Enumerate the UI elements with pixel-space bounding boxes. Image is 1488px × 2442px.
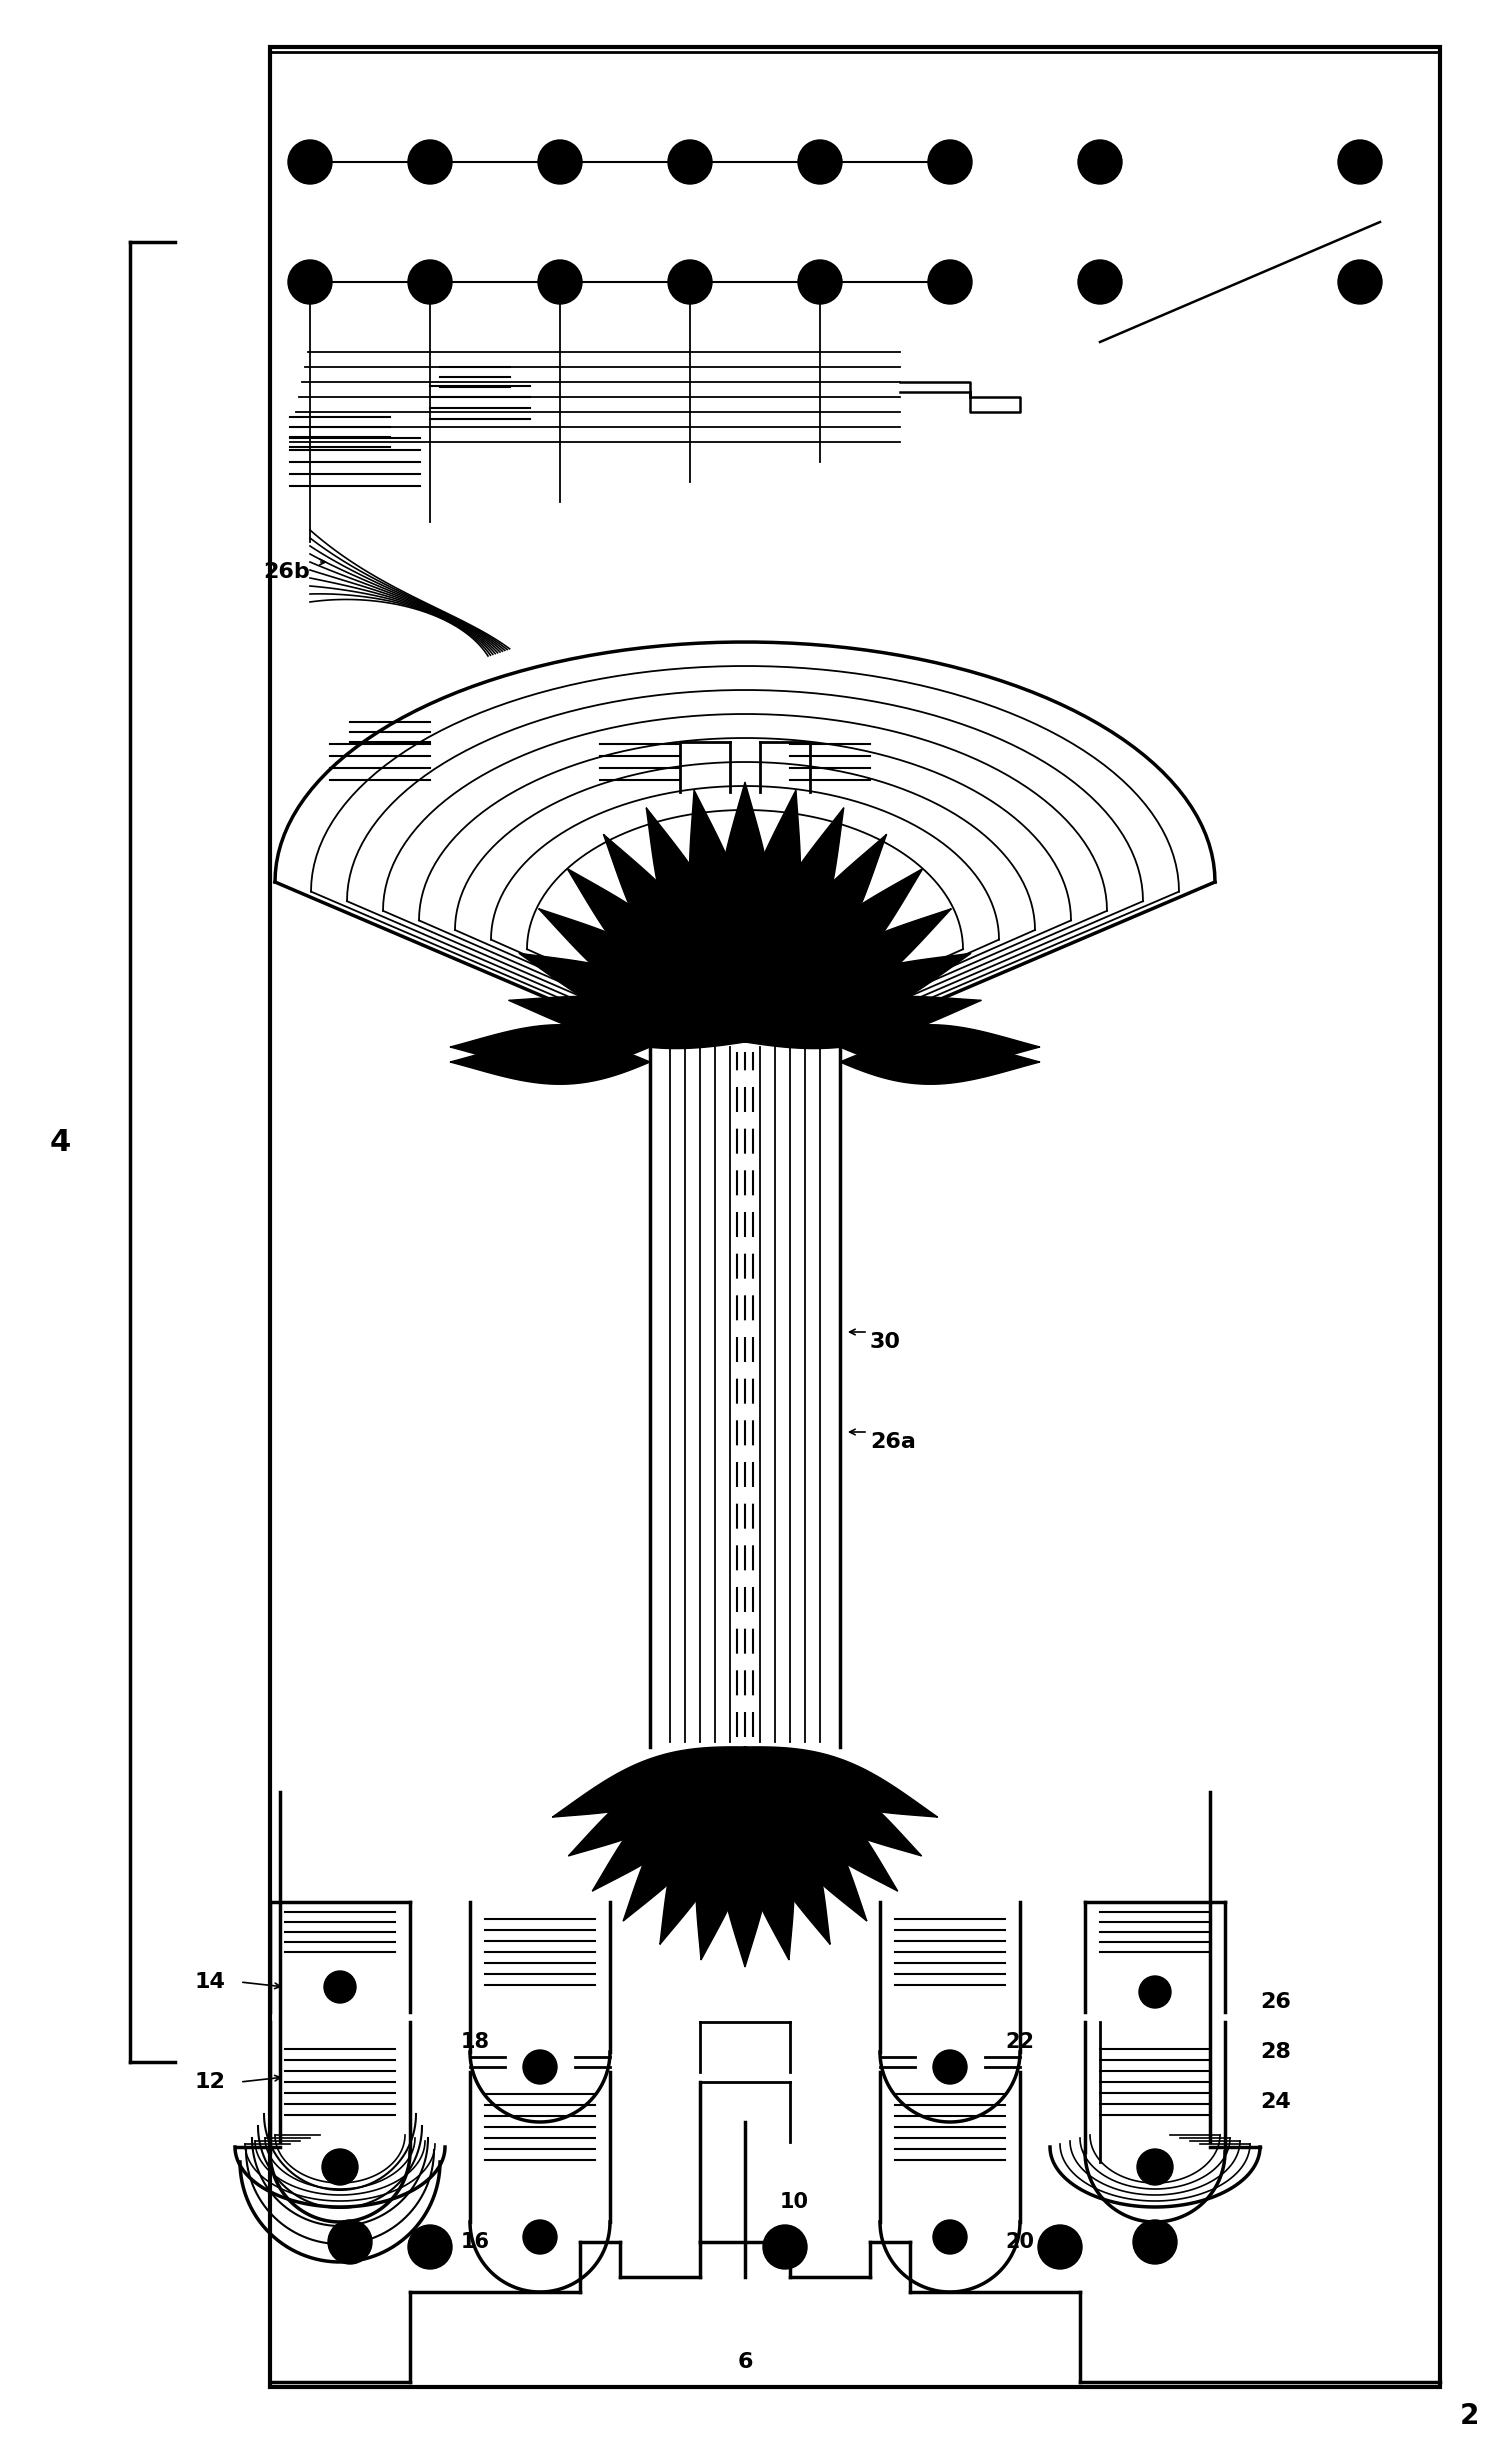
- Text: 28: 28: [1260, 2042, 1292, 2061]
- Polygon shape: [719, 1746, 771, 1966]
- Polygon shape: [519, 952, 745, 1043]
- Polygon shape: [696, 1746, 753, 1961]
- Polygon shape: [567, 869, 745, 1043]
- Circle shape: [321, 2149, 359, 2186]
- Polygon shape: [745, 952, 972, 1043]
- Circle shape: [1137, 2149, 1173, 2186]
- Circle shape: [324, 1971, 356, 2002]
- Polygon shape: [449, 1026, 650, 1070]
- Circle shape: [929, 259, 972, 303]
- Circle shape: [1077, 139, 1122, 183]
- Circle shape: [1138, 1976, 1171, 2007]
- Polygon shape: [745, 1746, 897, 1890]
- Polygon shape: [738, 789, 801, 1043]
- Text: 26a: 26a: [870, 1431, 917, 1453]
- Polygon shape: [552, 1746, 745, 1817]
- Polygon shape: [568, 1746, 745, 1856]
- Circle shape: [408, 139, 452, 183]
- Circle shape: [763, 2225, 806, 2269]
- Polygon shape: [745, 996, 982, 1048]
- Circle shape: [933, 2220, 967, 2254]
- Text: 10: 10: [780, 2193, 809, 2212]
- Circle shape: [327, 2220, 372, 2264]
- Polygon shape: [745, 1746, 868, 1922]
- Polygon shape: [603, 835, 745, 1043]
- Circle shape: [522, 2049, 557, 2083]
- Polygon shape: [841, 1026, 1040, 1070]
- Polygon shape: [745, 835, 887, 1043]
- Polygon shape: [646, 808, 745, 1043]
- Circle shape: [798, 139, 842, 183]
- Polygon shape: [717, 781, 772, 1043]
- Text: 22: 22: [1004, 2032, 1034, 2051]
- Circle shape: [1039, 2225, 1082, 2269]
- Circle shape: [408, 2225, 452, 2269]
- Text: 6: 6: [737, 2352, 753, 2371]
- Text: 12: 12: [193, 2071, 225, 2093]
- Polygon shape: [539, 908, 745, 1043]
- Text: 16: 16: [461, 2232, 490, 2252]
- Text: 30: 30: [870, 1331, 902, 1353]
- Polygon shape: [623, 1746, 745, 1922]
- Polygon shape: [745, 1746, 830, 1944]
- Polygon shape: [745, 1746, 937, 1817]
- Text: 4: 4: [49, 1128, 70, 1158]
- Polygon shape: [841, 1040, 1040, 1084]
- Text: 26b: 26b: [263, 562, 310, 581]
- Polygon shape: [659, 1746, 745, 1944]
- Circle shape: [539, 139, 582, 183]
- Polygon shape: [745, 808, 844, 1043]
- Circle shape: [929, 139, 972, 183]
- Text: 2: 2: [1460, 2403, 1479, 2430]
- Circle shape: [1077, 259, 1122, 303]
- Bar: [269, 46, 1440, 2386]
- Text: 26: 26: [1260, 1993, 1292, 2012]
- Circle shape: [668, 259, 711, 303]
- Circle shape: [933, 2049, 967, 2083]
- Polygon shape: [689, 789, 753, 1043]
- Text: 24: 24: [1260, 2093, 1290, 2112]
- Circle shape: [539, 259, 582, 303]
- Circle shape: [522, 2220, 557, 2254]
- Polygon shape: [745, 1746, 921, 1856]
- Circle shape: [289, 139, 332, 183]
- Circle shape: [289, 259, 332, 303]
- Text: 20: 20: [1004, 2232, 1034, 2252]
- Text: 18: 18: [461, 2032, 490, 2051]
- Polygon shape: [737, 1746, 795, 1961]
- Text: 14: 14: [193, 1973, 225, 1993]
- Circle shape: [1132, 2220, 1177, 2264]
- Circle shape: [798, 259, 842, 303]
- Polygon shape: [509, 996, 745, 1048]
- Polygon shape: [592, 1746, 745, 1890]
- Polygon shape: [745, 869, 923, 1043]
- Polygon shape: [745, 908, 951, 1043]
- Circle shape: [668, 139, 711, 183]
- Circle shape: [1338, 139, 1382, 183]
- Circle shape: [1338, 259, 1382, 303]
- Circle shape: [408, 259, 452, 303]
- Polygon shape: [449, 1040, 650, 1084]
